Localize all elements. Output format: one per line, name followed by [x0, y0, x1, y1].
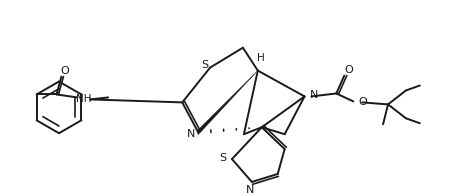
Text: O: O [358, 97, 366, 107]
Polygon shape [197, 71, 257, 133]
Text: N: N [187, 129, 195, 139]
Text: O: O [343, 65, 352, 75]
Text: NH: NH [75, 94, 91, 104]
Text: O: O [60, 66, 69, 76]
Text: S: S [201, 60, 208, 70]
Text: S: S [219, 153, 226, 163]
Text: N: N [309, 90, 317, 100]
Text: H: H [256, 53, 264, 63]
Text: N: N [245, 185, 253, 195]
